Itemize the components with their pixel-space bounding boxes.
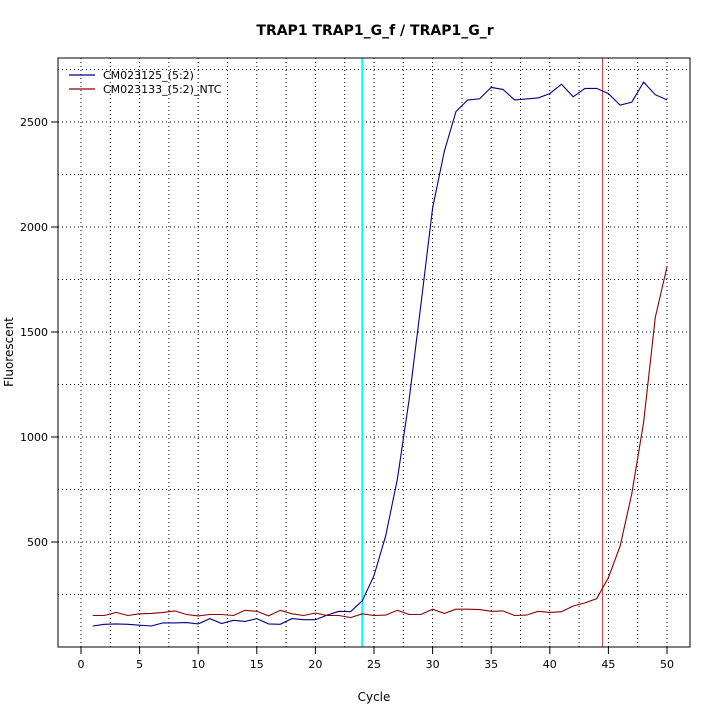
y-tick-label: 1000 [20,431,48,444]
y-tick-label: 2500 [20,116,48,129]
y-axis: 500 1000 1500 2000 2500 [20,116,59,549]
legend-label-1: CM023125_(5:2) [103,69,194,82]
x-tick-label: 5 [136,658,143,671]
y-axis-label: Fluorescent [2,317,16,387]
y-tick-label: 500 [27,536,48,549]
legend: CM023125_(5:2)CM023133_(5:2)_NTC [69,69,222,96]
y-tick-label: 1500 [20,326,48,339]
series-line-2 [92,266,668,619]
x-tick-label: 45 [601,658,615,671]
x-tick-label: 20 [308,658,322,671]
grid-layer [58,58,690,647]
x-tick-label: 25 [367,658,381,671]
x-axis-label: Cycle [358,690,391,704]
x-tick-label: 0 [78,658,85,671]
x-tick-label: 15 [250,658,264,671]
series-line-1 [92,81,668,627]
series-layer [92,81,668,627]
x-tick-label: 30 [426,658,440,671]
threshold-layer [361,58,604,647]
y-tick-label: 2000 [20,221,48,234]
x-tick-label: 50 [660,658,674,671]
x-tick-label: 40 [543,658,557,671]
legend-label-2: CM023133_(5:2)_NTC [103,83,222,96]
x-tick-label: 10 [191,658,205,671]
chart-title: TRAP1 TRAP1_G_f / TRAP1_G_r [256,23,493,39]
x-axis: 0 5 10 15 20 25 30 35 40 45 50 [78,646,674,671]
x-tick-label: 35 [484,658,498,671]
